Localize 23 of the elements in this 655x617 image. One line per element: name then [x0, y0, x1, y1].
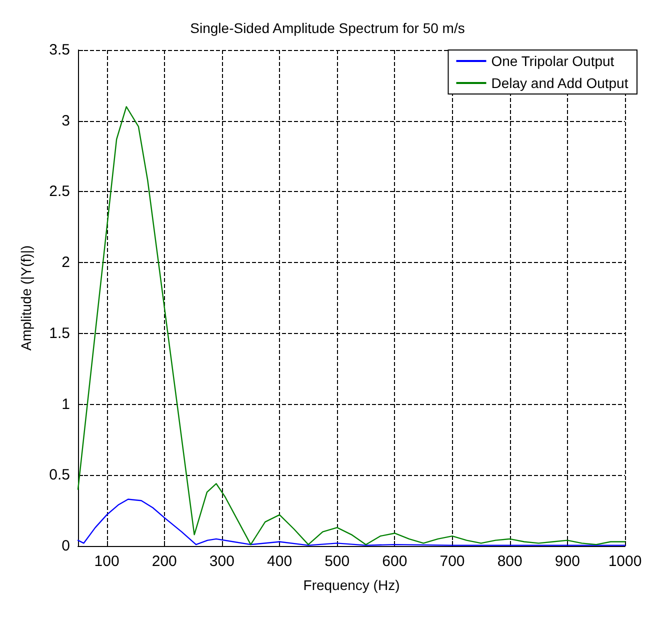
x-tick-label: 500	[324, 553, 350, 570]
x-tick-label: 400	[267, 553, 292, 570]
x-tick-label: 600	[382, 553, 408, 570]
x-tick-label: 100	[94, 553, 120, 570]
x-tick-label: 700	[440, 553, 465, 570]
y-tick-label: 3.5	[49, 42, 70, 58]
y-tick-label: 0.5	[49, 466, 70, 484]
x-tick-label: 200	[152, 553, 177, 570]
chart-title: Single-Sided Amplitude Spectrum for 50 m/s	[190, 20, 465, 36]
legend-label: One Tripolar Output	[491, 53, 614, 69]
legend-label: Delay and Add Output	[491, 75, 628, 91]
y-tick-label: 2.5	[49, 183, 70, 200]
x-axis-title: Frequency (Hz)	[303, 577, 400, 593]
x-tick-label: 300	[209, 553, 234, 570]
y-tick-label: 0	[62, 538, 70, 554]
x-tick-label: 900	[554, 553, 580, 570]
y-tick-label: 1.5	[49, 324, 70, 342]
x-tick-label: 1000	[608, 553, 642, 570]
x-tick-label: 800	[497, 553, 522, 570]
y-tick-label: 3	[62, 112, 70, 130]
y-axis-title: Amplitude (|Y(f)|)	[18, 245, 34, 351]
y-tick-label: 2	[62, 254, 70, 272]
y-tick-label: 1	[62, 396, 70, 413]
